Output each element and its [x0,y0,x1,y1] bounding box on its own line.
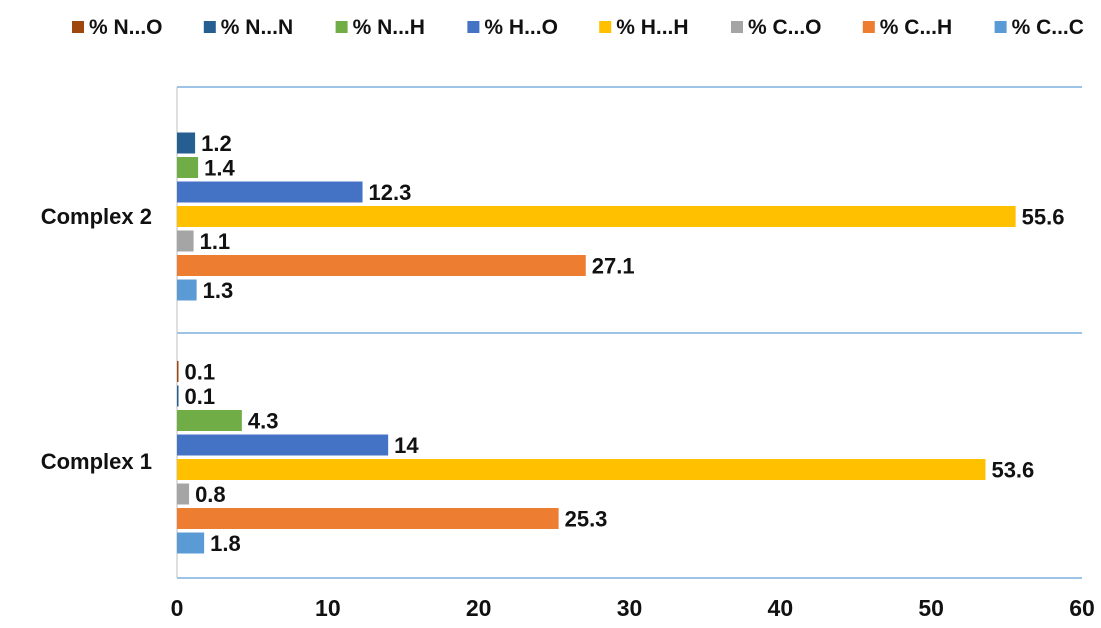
legend-swatch-h-o [467,21,480,33]
x-tick-label-30: 30 [617,595,643,621]
x-tick-label-10: 10 [315,595,341,621]
legend-label-n-o: % N...O [89,16,163,39]
bar-complex-1-n-n [177,385,179,407]
data-label-complex-2-h-h: 55.6 [1022,205,1065,230]
legend-swatch-c-h [862,21,875,33]
bar-complex-2-h-o [177,181,363,203]
bar-complex-2-n-h [177,157,199,178]
data-label-complex-1-h-h: 53.6 [991,458,1034,483]
legend-label-h-h: % H...H [616,16,688,39]
data-label-complex-2-c-c: 1.3 [203,278,234,303]
category-labels: Complex 1 Complex 2 [41,204,152,474]
bar-complex-1-n-o [177,361,179,382]
data-label-complex-2-n-n: 1.2 [201,131,232,156]
bar-complex-1-c-h [177,508,559,529]
legend-label-c-c: % C...C [1012,16,1084,39]
bar-complex-1-n-h [177,410,242,431]
legend-label-n-n: % N...N [221,16,293,39]
x-tick-label-20: 20 [466,595,492,621]
bar-complex-2-c-h [177,255,586,276]
data-label-complex-2-c-o: 1.1 [200,229,231,254]
x-tick-label-40: 40 [768,595,794,621]
legend-swatch-c-o [731,21,743,33]
data-label-complex-1-n-o: 0.1 [185,360,216,385]
data-labels: 0.10.1 4.3 14 53.6 0.8 25.3 1.8 1.21.4 12.3 55.6 1… [185,131,1065,556]
bar-complex-1-h-o [177,434,389,456]
bar-complex-2-n-n [177,132,196,154]
gridlines [176,86,1082,579]
legend-label-c-o: % C...O [748,16,822,39]
legend-label-n-h: % N...H [353,16,425,39]
legend-label-h-o: % H...O [484,16,558,39]
data-label-complex-1-n-n: 0.1 [185,384,216,409]
bar-complex-1-c-c [177,532,205,554]
x-axis-tick-labels: 0 10 20 30 40 50 60 [171,595,1095,621]
bars [177,132,1016,554]
bar-complex-1-c-o [177,483,190,505]
x-tick-label-50: 50 [918,595,944,621]
data-label-complex-1-c-o: 0.8 [195,482,226,507]
bar-complex-1-h-h [177,459,986,480]
category-label-complex-1: Complex 1 [41,449,152,474]
data-label-complex-2-h-o: 12.3 [369,180,412,205]
legend: % N...O % N...N % N...H % H...O % H...H % C..… [72,16,1084,39]
data-label-complex-2-c-h: 27.1 [592,254,635,279]
bar-complex-2-c-c [177,279,197,301]
x-tick-label-0: 0 [171,595,184,621]
bar-complex-2-c-o [177,230,194,252]
x-tick-label-60: 60 [1069,595,1095,621]
legend-swatch-h-h [599,21,612,33]
bar-complex-2-h-h [177,206,1016,227]
legend-swatch-c-c [994,21,1007,33]
data-label-complex-1-n-h: 4.3 [248,409,279,434]
legend-swatch-n-n [203,21,216,33]
data-label-complex-2-n-h: 1.4 [204,156,235,181]
data-label-complex-1-c-h: 25.3 [565,507,608,532]
data-label-complex-1-c-c: 1.8 [210,531,241,556]
legend-label-c-h: % C...H [880,16,952,39]
data-label-complex-1-h-o: 14 [394,433,419,458]
category-label-complex-2: Complex 2 [41,204,152,229]
legend-swatch-n-o [72,21,84,33]
legend-swatch-n-h [335,21,348,33]
